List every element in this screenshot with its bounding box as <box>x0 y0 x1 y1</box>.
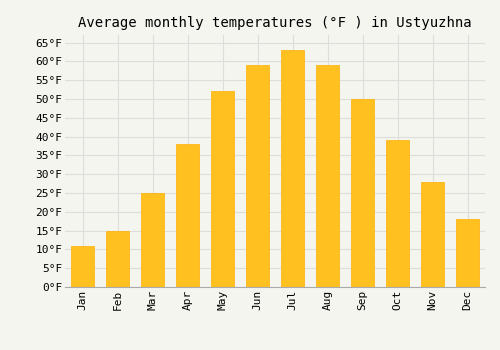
Bar <box>141 193 164 287</box>
Title: Average monthly temperatures (°F ) in Ustyuzhna: Average monthly temperatures (°F ) in Us… <box>78 16 472 30</box>
Bar <box>456 219 479 287</box>
Bar <box>351 99 374 287</box>
Bar <box>176 144 199 287</box>
Bar <box>316 65 339 287</box>
Bar <box>211 91 234 287</box>
Bar <box>106 231 129 287</box>
Bar <box>71 246 94 287</box>
Bar <box>421 182 444 287</box>
Bar <box>281 50 304 287</box>
Bar <box>386 140 409 287</box>
Bar <box>246 65 269 287</box>
